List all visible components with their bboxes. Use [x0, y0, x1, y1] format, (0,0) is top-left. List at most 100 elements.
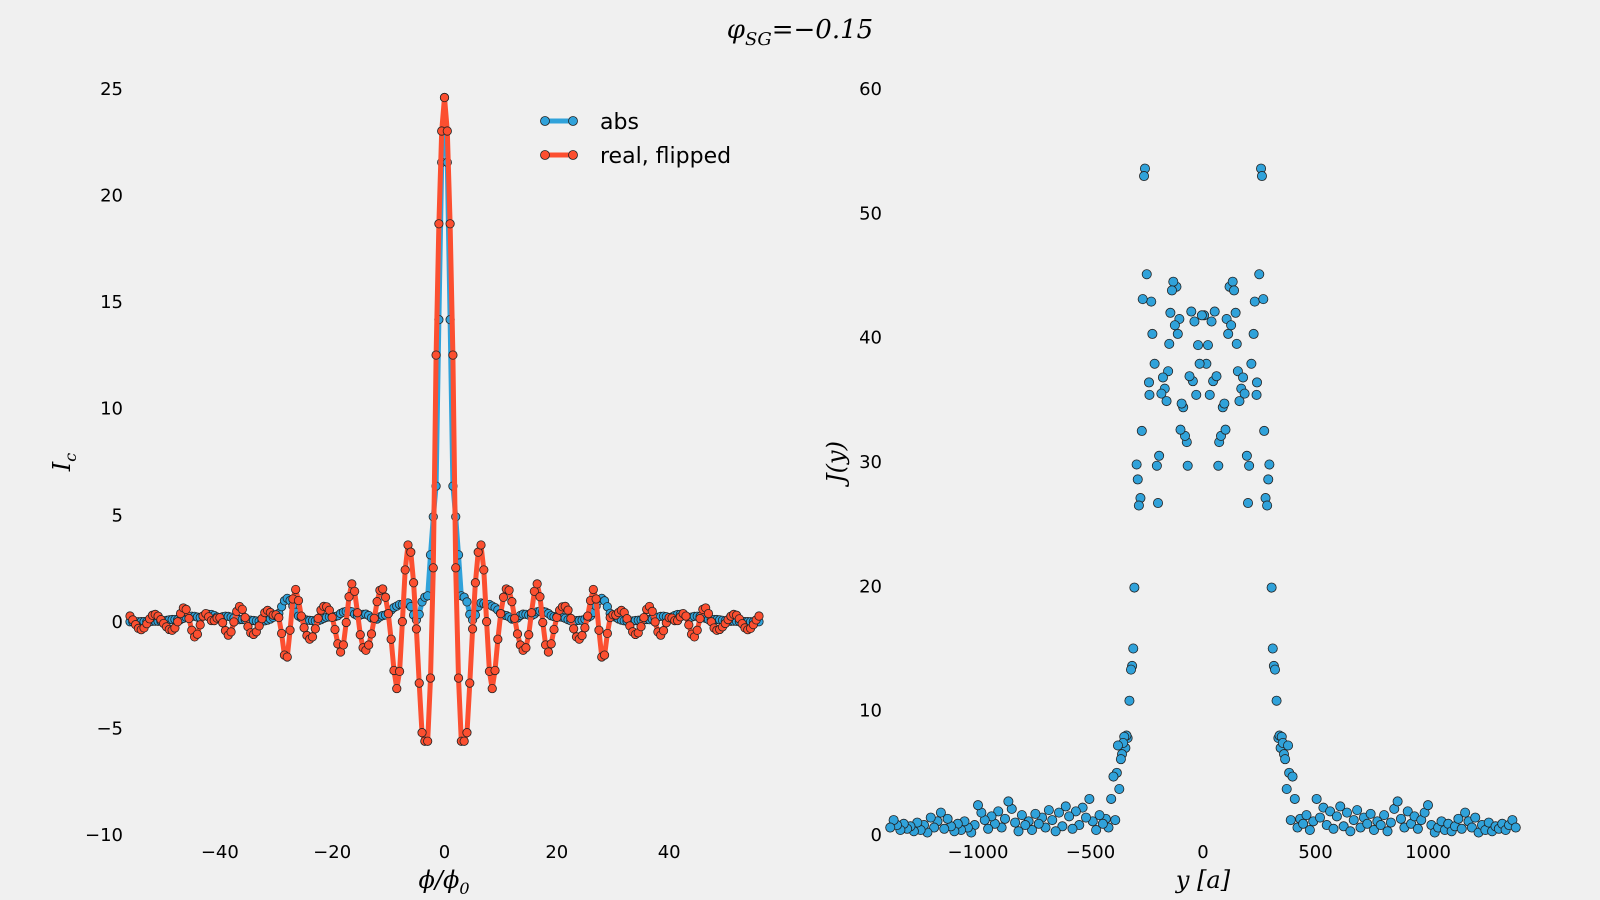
current-density-point [942, 813, 953, 824]
current-density-point [1246, 358, 1257, 369]
current-density-point [1241, 450, 1252, 461]
real-series-marker [344, 592, 354, 602]
current-density-point [1412, 823, 1423, 834]
current-density-point [1194, 358, 1205, 369]
current-density-point [885, 822, 896, 833]
current-density-point [1258, 294, 1269, 305]
current-density-point [1097, 818, 1108, 829]
figure-title: φSG=−0.15 [727, 15, 873, 50]
legend-abs-marker [568, 116, 578, 126]
right-y-tick-label: 60 [859, 79, 882, 100]
current-density-point [1146, 296, 1157, 307]
current-density-point [1161, 396, 1172, 407]
current-density-point [1186, 306, 1197, 317]
real-series-marker [493, 634, 503, 644]
current-density-point [1287, 771, 1298, 782]
current-density-point [1248, 328, 1259, 339]
real-series-marker [684, 620, 694, 630]
current-density-point [1112, 740, 1123, 751]
real-series-marker [507, 597, 517, 607]
current-density-point [1325, 806, 1336, 817]
real-series-marker [445, 219, 455, 229]
current-density-point [935, 807, 946, 818]
current-density-point [1168, 276, 1179, 287]
current-density-point [1013, 826, 1024, 837]
real-series-marker [476, 540, 486, 550]
current-density-point [1369, 825, 1380, 836]
current-density-point [1460, 807, 1471, 818]
left-chart: −10 −5 0 5 10 15 20 25 −40 −20 0 20 40 ϕ/ϕ0 Ic abs … [48, 79, 764, 898]
current-density-point [1020, 820, 1031, 831]
current-density-point [1396, 813, 1407, 824]
current-density-point [1067, 823, 1078, 834]
current-density-point [1166, 285, 1177, 296]
real-series-marker [479, 565, 489, 575]
real-series-marker [543, 647, 553, 657]
real-series-marker [439, 92, 450, 103]
current-density-point [1466, 822, 1477, 833]
real-series-marker [414, 678, 424, 688]
current-density-point [1249, 296, 1260, 307]
current-density-point [1033, 818, 1044, 829]
current-density-point [1285, 815, 1296, 826]
current-density-point [1060, 801, 1071, 812]
real-series-marker [195, 620, 205, 630]
current-density-point [1189, 316, 1200, 327]
right-x-tick-label: −1000 [948, 842, 1009, 863]
current-density-point [1106, 793, 1117, 804]
real-series-marker [602, 628, 612, 639]
current-density-point [1108, 771, 1119, 782]
abs-series-line [130, 95, 759, 625]
current-density-point [1331, 811, 1342, 822]
real-series-marker [392, 683, 402, 694]
current-density-point [1280, 754, 1291, 765]
real-series-marker [658, 626, 669, 636]
current-density-point [1128, 643, 1139, 654]
current-density-point [1115, 754, 1126, 765]
real-series-marker [546, 639, 556, 649]
real-series-marker [599, 650, 610, 660]
left-y-tick-label: 10 [100, 399, 123, 420]
real-series-marker [453, 673, 464, 683]
current-density-point [1010, 817, 1021, 828]
real-series-marker [406, 547, 416, 557]
right-x-tick-label: 0 [1197, 842, 1208, 863]
current-density-point [1147, 328, 1158, 339]
current-density-point [1144, 377, 1155, 388]
left-x-tick-label: 40 [658, 842, 681, 863]
real-series-marker [681, 611, 691, 621]
current-density-point [1456, 823, 1467, 834]
real-series-marker [330, 624, 340, 635]
current-density-point [1230, 307, 1241, 318]
real-series-marker [459, 736, 469, 746]
real-series-marker [372, 597, 382, 607]
legend: abs real, flipped [540, 110, 731, 169]
current-density-point [1016, 810, 1027, 821]
real-series-marker [526, 608, 537, 618]
real-series-marker [434, 219, 444, 229]
real-series-marker [695, 613, 705, 624]
real-series-marker [504, 585, 514, 595]
real-series-marker [512, 629, 523, 639]
real-series-marker [192, 629, 202, 639]
real-series-marker [496, 609, 506, 619]
current-density-point [1091, 825, 1102, 836]
legend-real-marker [568, 150, 578, 160]
current-density-point [1070, 806, 1081, 817]
current-density-point [1362, 818, 1373, 829]
real-series-marker [352, 608, 363, 618]
current-density-point [1164, 338, 1175, 349]
current-density-point [1510, 822, 1521, 833]
real-series-marker [451, 563, 461, 573]
current-density-point [1081, 812, 1092, 823]
real-series-marker [184, 613, 194, 624]
current-density-point [1234, 396, 1245, 407]
real-series-marker [465, 678, 475, 688]
current-density-point [1402, 806, 1413, 817]
legend-real-label: real, flipped [600, 144, 731, 169]
real-series-marker [291, 584, 301, 595]
current-density-point [1283, 740, 1294, 751]
current-density-point [1175, 424, 1186, 435]
current-density-point [1154, 450, 1165, 461]
right-y-tick-label: 20 [859, 576, 882, 597]
